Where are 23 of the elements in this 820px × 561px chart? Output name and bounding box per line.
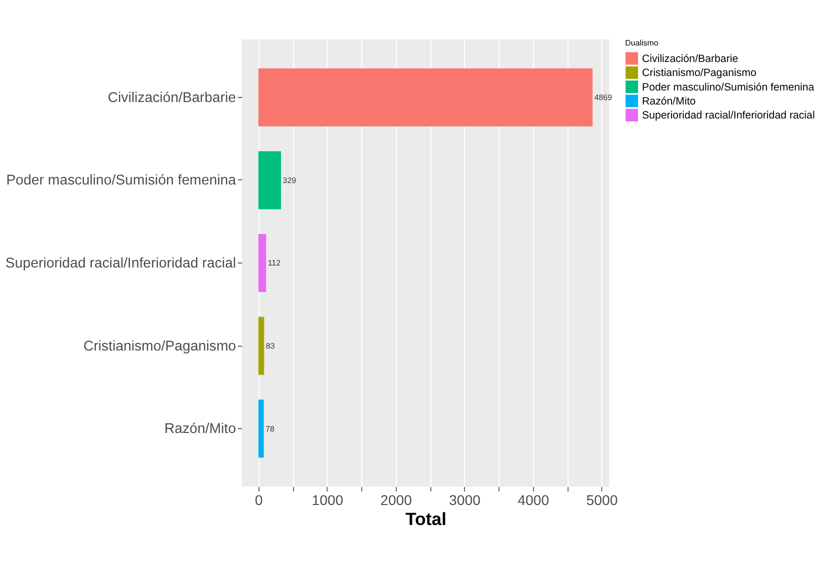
y-tick-label: Civilización/Barbarie <box>108 90 236 106</box>
y-tick-label: Cristianismo/Paganismo <box>83 338 236 354</box>
x-axis-title: Total <box>405 509 446 530</box>
x-tick-label: 0 <box>254 492 263 509</box>
x-tick-label: 5000 <box>586 492 618 509</box>
data-label: 329 <box>282 176 297 185</box>
legend-label: Civilización/Barbarie <box>642 53 738 66</box>
data-label: 83 <box>266 341 276 350</box>
x-tick-label: 1000 <box>312 492 344 509</box>
legend-label: Razón/Mito <box>642 96 696 108</box>
x-tick-label: 2000 <box>380 492 412 509</box>
data-label: 112 <box>268 258 282 268</box>
data-label: 78 <box>266 424 275 434</box>
legend-title: Dualismo <box>625 38 659 48</box>
y-tick-label: Razón/Mito <box>164 421 236 438</box>
x-tick-label: 3000 <box>449 492 481 509</box>
legend-label: Cristianismo/Paganismo <box>642 67 756 80</box>
y-tick-label: Superioridad racial/Inferioridad racial <box>5 255 236 272</box>
x-tick-label: 4000 <box>518 492 550 509</box>
legend-label: Poder masculino/Sumisión femenina <box>642 81 814 94</box>
y-tick-label: Poder masculino/Sumisión femenina <box>6 172 236 189</box>
data-label: 4869 <box>594 93 613 102</box>
legend-label: Superioridad racial/Inferioridad racial <box>642 110 815 122</box>
